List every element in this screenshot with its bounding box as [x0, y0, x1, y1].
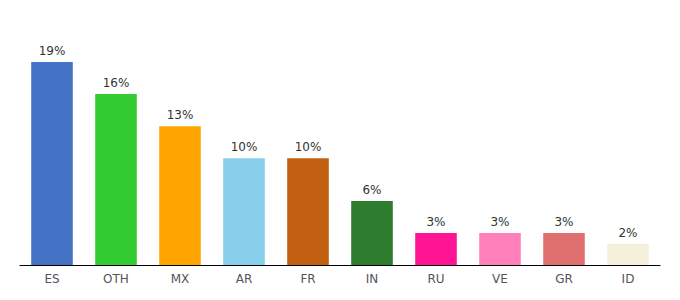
svg-text:16%: 16% [103, 76, 130, 90]
svg-text:AR: AR [236, 272, 253, 286]
svg-text:3%: 3% [554, 215, 573, 229]
svg-text:OTH: OTH [103, 272, 129, 286]
svg-text:VE: VE [492, 272, 508, 286]
svg-text:3%: 3% [490, 215, 509, 229]
svg-text:FR: FR [300, 272, 315, 286]
svg-text:ES: ES [44, 272, 59, 286]
svg-text:10%: 10% [295, 140, 322, 154]
svg-text:13%: 13% [167, 108, 194, 122]
svg-text:MX: MX [171, 272, 190, 286]
svg-text:10%: 10% [231, 140, 258, 154]
svg-text:19%: 19% [39, 44, 66, 58]
svg-text:GR: GR [555, 272, 573, 286]
svg-text:6%: 6% [362, 183, 381, 197]
svg-text:IN: IN [366, 272, 379, 286]
svg-text:RU: RU [427, 272, 444, 286]
svg-text:ID: ID [622, 272, 635, 286]
svg-text:3%: 3% [426, 215, 445, 229]
svg-text:2%: 2% [618, 226, 637, 240]
